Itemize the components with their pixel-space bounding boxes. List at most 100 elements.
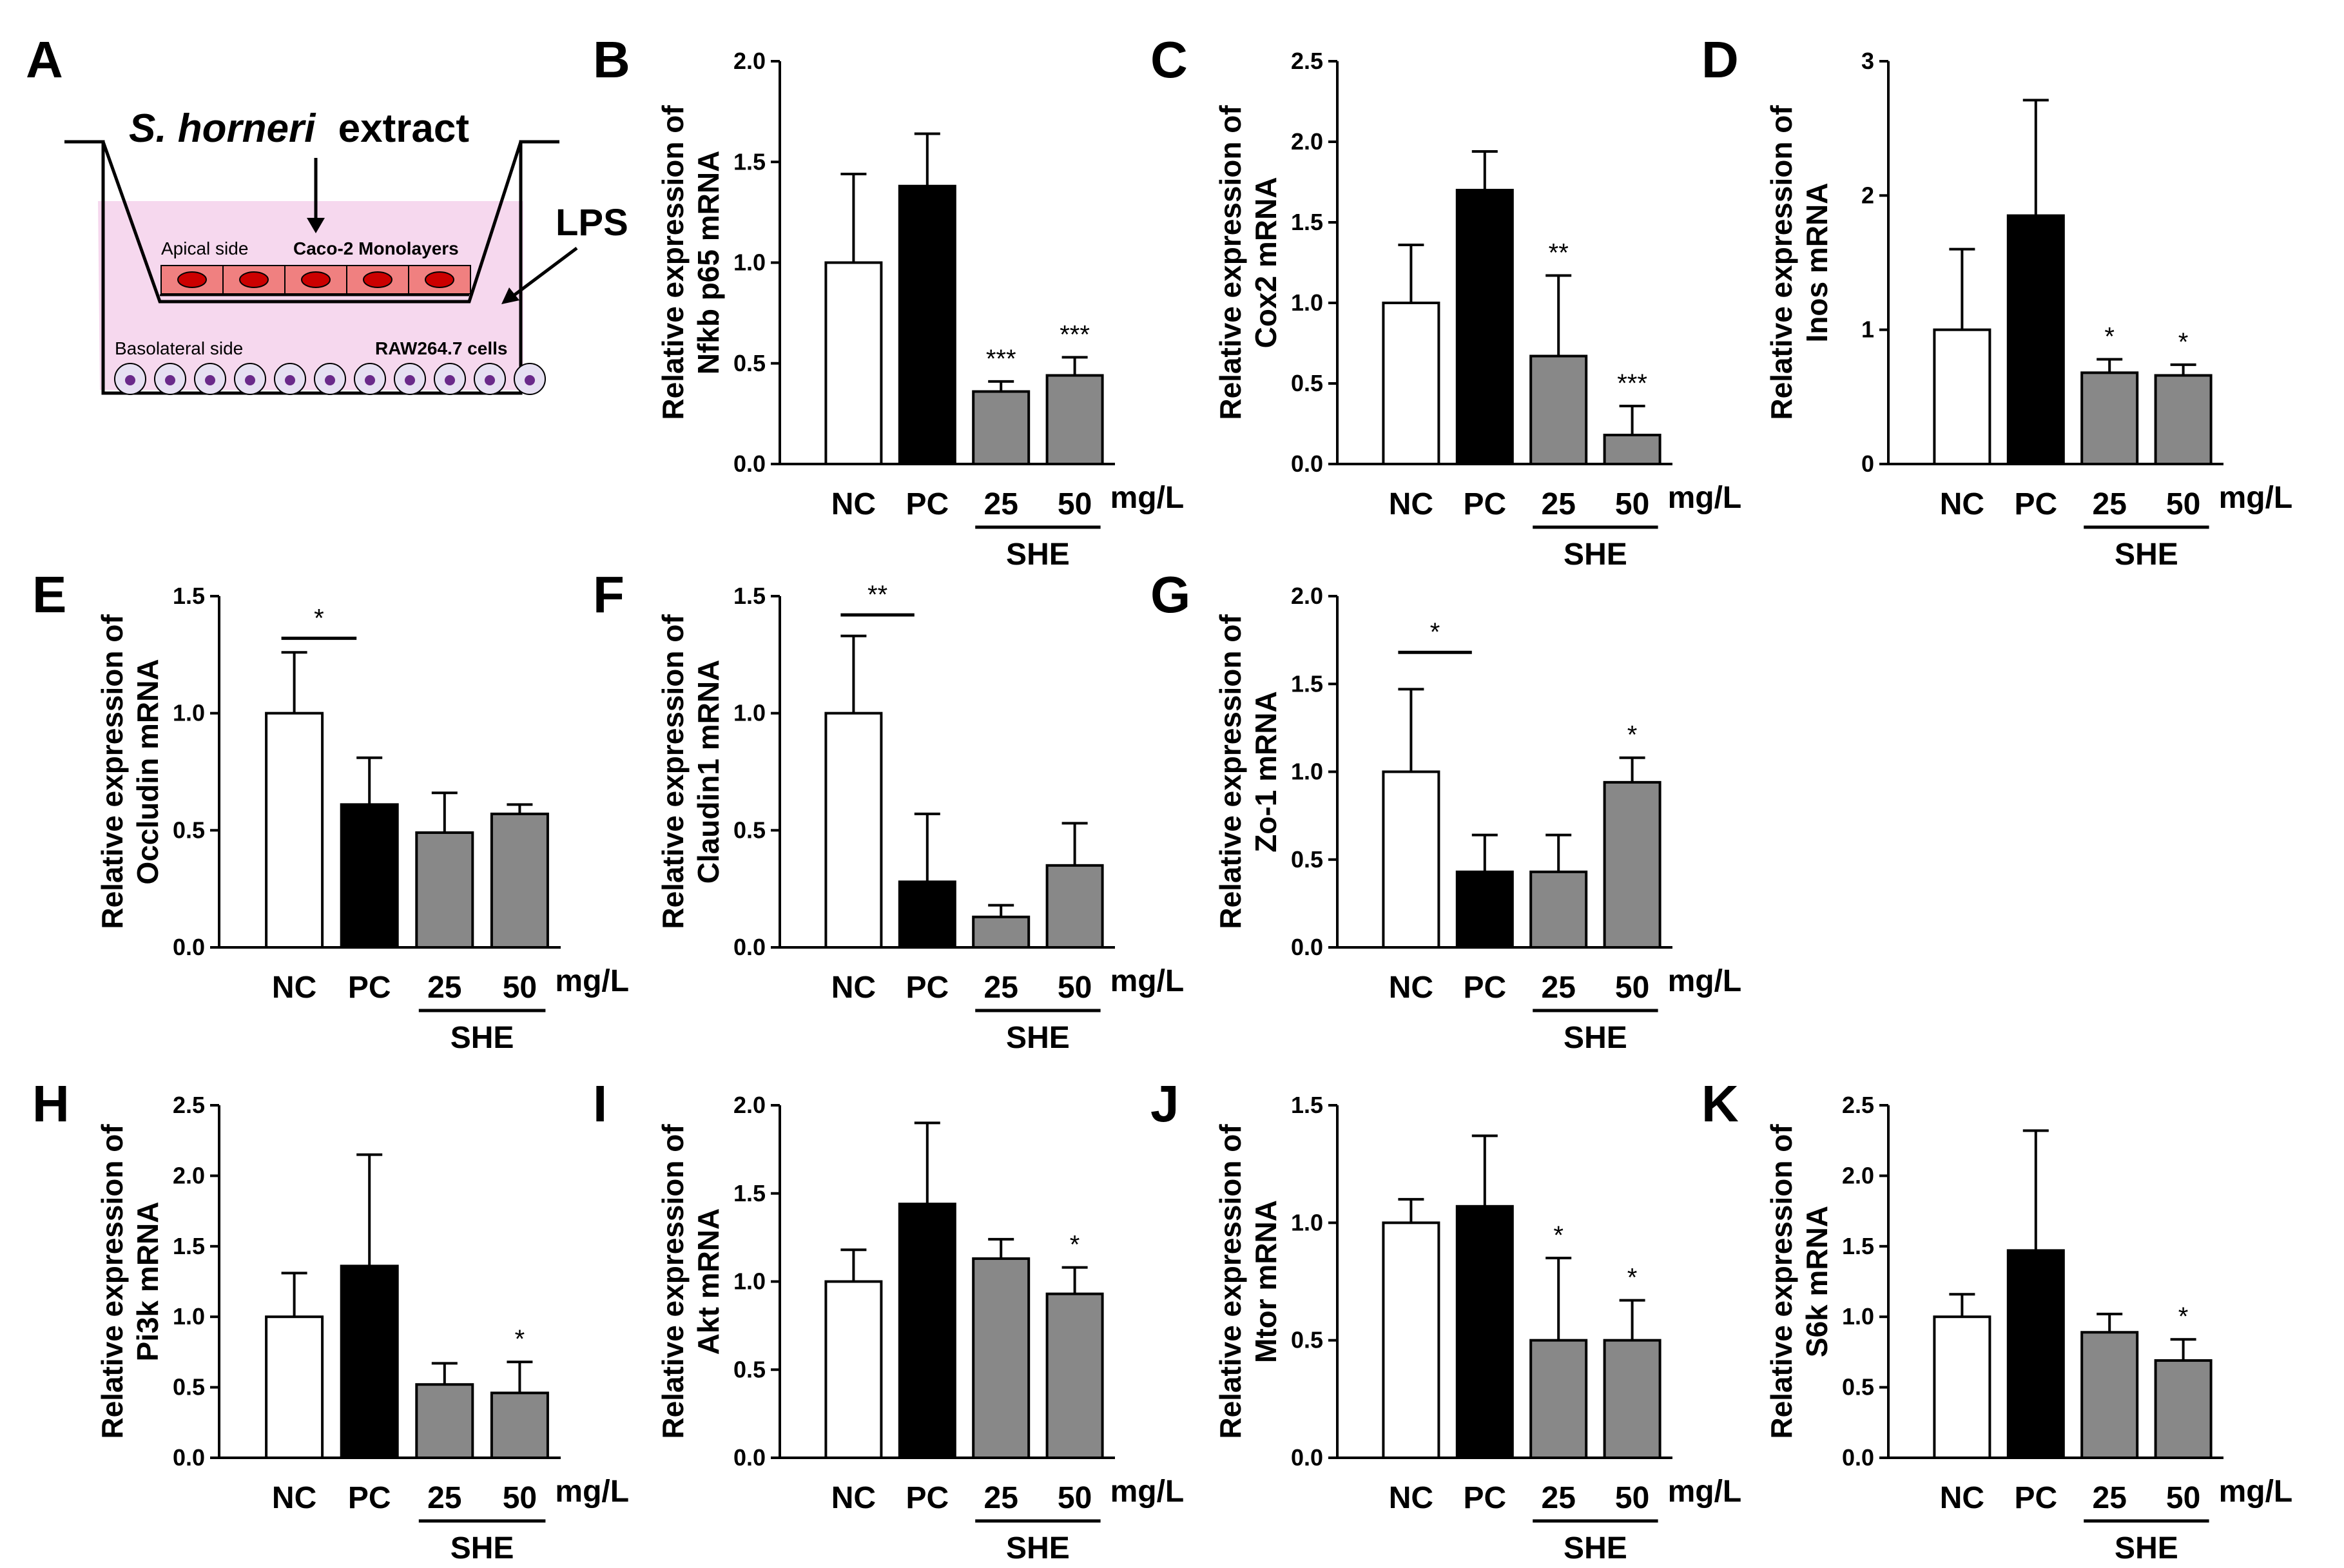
panel-letter-h: H (32, 1075, 70, 1132)
x-category-label: 25 (1542, 487, 1576, 521)
extract-word: extract (338, 106, 469, 151)
significance-marker: * (1070, 1231, 1080, 1259)
y-tick-label: 0.5 (733, 1356, 766, 1382)
bar-nc (265, 1315, 324, 1459)
y-tick-label: 1.5 (1291, 670, 1323, 697)
y-tick-label: 1.5 (1291, 1092, 1323, 1118)
y-axis-label: Relative expression of (95, 1124, 129, 1439)
y-tick-label: 0.0 (1842, 1444, 1874, 1471)
macrophage-nucleus (485, 375, 495, 385)
bar-pc (340, 803, 399, 949)
y-tick-label: 0.5 (1291, 1327, 1323, 1353)
bracket-significance: * (1430, 618, 1440, 646)
basolateral-label: Basolateral side (115, 338, 243, 358)
x-category-label: PC (1463, 487, 1506, 521)
bar-50 (1045, 374, 1104, 465)
bar-50 (1603, 780, 1661, 949)
significance-marker: * (515, 1325, 525, 1353)
x-category-label: 50 (1615, 487, 1649, 521)
y-axis-gene-label: Cox2 mRNA (1249, 177, 1283, 349)
panel-letter-d: D (1701, 31, 1739, 88)
panel-letter-j: J (1150, 1075, 1179, 1132)
bar-pc (898, 184, 956, 465)
macrophage-nucleus (245, 375, 255, 385)
bar-50 (1603, 434, 1661, 465)
bracket-significance: * (314, 604, 324, 632)
y-tick-label: 1.0 (173, 1303, 205, 1330)
y-tick-label: 0.0 (1291, 1444, 1323, 1471)
panel-letter-k: K (1701, 1075, 1739, 1132)
bar-25 (415, 1383, 474, 1460)
panel-letter-i: I (593, 1075, 607, 1132)
y-axis-gene-label: Occludin mRNA (131, 659, 164, 884)
epithelial-nucleus (301, 271, 331, 288)
bar-nc (824, 1280, 883, 1459)
y-tick-label: 0 (1861, 450, 1874, 477)
y-axis-gene-label: Claudin1 mRNA (692, 660, 725, 884)
y-tick-label: 2 (1861, 182, 1874, 208)
bar-pc (340, 1264, 399, 1459)
unit-label: mg/L (1110, 1475, 1185, 1509)
y-axis-label: Relative expression of (1214, 614, 1247, 929)
unit-label: mg/L (555, 1475, 629, 1509)
y-axis-gene-label: Mtor mRNA (1249, 1200, 1283, 1363)
panel-letter-a: A (26, 31, 63, 88)
x-category-label: NC (272, 1481, 316, 1515)
y-tick-label: 1.5 (733, 1180, 766, 1206)
y-tick-label: 0.5 (733, 350, 766, 376)
lps-arrow-head (501, 287, 519, 304)
bracket-significance: ** (867, 581, 887, 609)
y-tick-label: 1.0 (1842, 1303, 1874, 1330)
unit-label: mg/L (2219, 481, 2293, 515)
apical-label: Apical side (161, 238, 248, 258)
y-tick-label: 0.0 (733, 1444, 766, 1471)
y-axis-label: Relative expression of (1765, 1124, 1798, 1439)
y-tick-label: 0.5 (733, 817, 766, 843)
x-category-label: 25 (427, 1481, 461, 1515)
y-tick-label: 1.5 (173, 1233, 205, 1259)
group-label: SHE (1006, 537, 1070, 572)
x-category-label: 25 (984, 971, 1018, 1005)
unit-label: mg/L (1110, 964, 1185, 998)
bar-pc (898, 880, 956, 949)
unit-label: mg/L (1110, 481, 1185, 515)
unit-label: mg/L (1668, 1475, 1742, 1509)
chart-panel-g: G Relative expression of Zo-1 mRNA 0.0 0.5 1.… (1150, 566, 1741, 1055)
macrophage-nucleus (405, 375, 415, 385)
chart-panel-k: K Relative expression of S6k mRNA 0.0 0.5 1.0… (1701, 1075, 2292, 1565)
panel-letter-b: B (593, 31, 630, 88)
chart-panel-f: F Relative expression of Claudin1 mRNA 0.0 0… (593, 566, 1184, 1055)
group-label: SHE (1006, 1531, 1070, 1565)
bar-nc (265, 711, 324, 949)
y-tick-label: 0.5 (1291, 370, 1323, 396)
y-axis-gene-label: Zo-1 mRNA (1249, 691, 1283, 852)
y-tick-label: 1.0 (733, 700, 766, 726)
x-category-label: PC (2014, 1481, 2057, 1515)
x-category-label: 25 (1542, 971, 1576, 1005)
x-category-label: 50 (503, 971, 537, 1005)
lps-arrow (511, 247, 578, 298)
bar-nc (1382, 770, 1440, 949)
bar-nc (824, 711, 883, 949)
y-tick-label: 0.0 (173, 1444, 205, 1471)
bar-25 (972, 1257, 1031, 1459)
x-category-label: 50 (1058, 1481, 1092, 1515)
x-category-label: 25 (984, 1481, 1018, 1515)
macrophage-nucleus (205, 375, 215, 385)
y-tick-label: 0.0 (1291, 450, 1323, 477)
caco2-monolayer (160, 265, 471, 295)
bar-pc (2006, 1249, 2065, 1459)
y-tick-label: 1.0 (1291, 289, 1323, 316)
significance-marker: * (1553, 1221, 1564, 1250)
significance-marker: *** (986, 345, 1016, 373)
y-tick-label: 2.0 (733, 1092, 766, 1118)
y-tick-label: 1.0 (733, 1268, 766, 1295)
bar-nc (1382, 302, 1440, 465)
epithelial-nucleus (425, 271, 454, 288)
bar-25 (1529, 870, 1588, 949)
bar-pc (1455, 870, 1514, 949)
bar-50 (2154, 374, 2213, 465)
y-tick-label: 0.5 (173, 1374, 205, 1400)
x-category-label: 50 (1058, 487, 1092, 521)
panel-letter-e: E (32, 566, 66, 623)
